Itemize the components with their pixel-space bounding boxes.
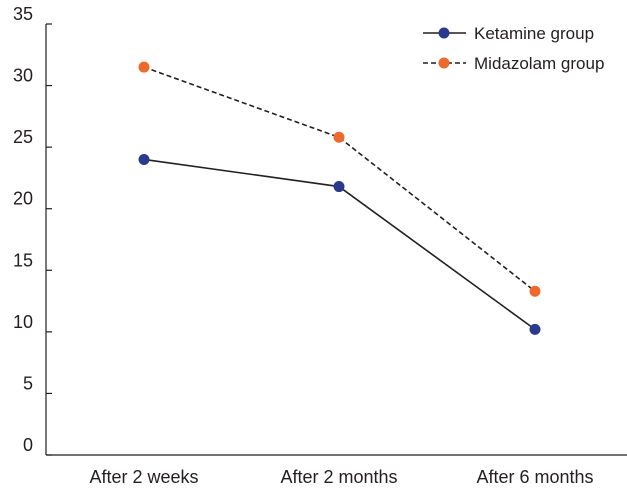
data-point	[529, 285, 541, 297]
y-tick-label: 15	[13, 250, 33, 270]
data-point	[333, 181, 345, 193]
y-tick-label: 35	[13, 4, 33, 24]
y-tick-label: 25	[13, 127, 33, 147]
data-point	[138, 153, 150, 165]
legend-label: Ketamine group	[474, 24, 594, 43]
y-tick-label: 0	[23, 435, 33, 455]
series-line-2	[143, 66, 536, 292]
x-tick-label: After 2 weeks	[89, 467, 198, 487]
axes: 0 5 10 15 20 25 30 35 After 2 weeks After 2 month…	[13, 4, 627, 487]
y-tick-label: 20	[13, 189, 33, 209]
legend-marker-2	[438, 57, 450, 69]
data-point	[333, 131, 345, 143]
y-tick-label: 10	[13, 312, 33, 332]
data-point	[138, 61, 150, 73]
legend: Ketamine group Midazolam group	[423, 24, 604, 73]
x-tick-label: After 6 months	[476, 467, 593, 487]
y-tick-label: 5	[23, 373, 33, 393]
y-tick-label: 30	[13, 66, 33, 86]
legend-label: Midazolam group	[474, 54, 604, 73]
data-point	[529, 323, 541, 335]
x-tick-label: After 2 months	[280, 467, 397, 487]
series-layer	[138, 61, 541, 335]
legend-marker-1	[438, 27, 450, 39]
